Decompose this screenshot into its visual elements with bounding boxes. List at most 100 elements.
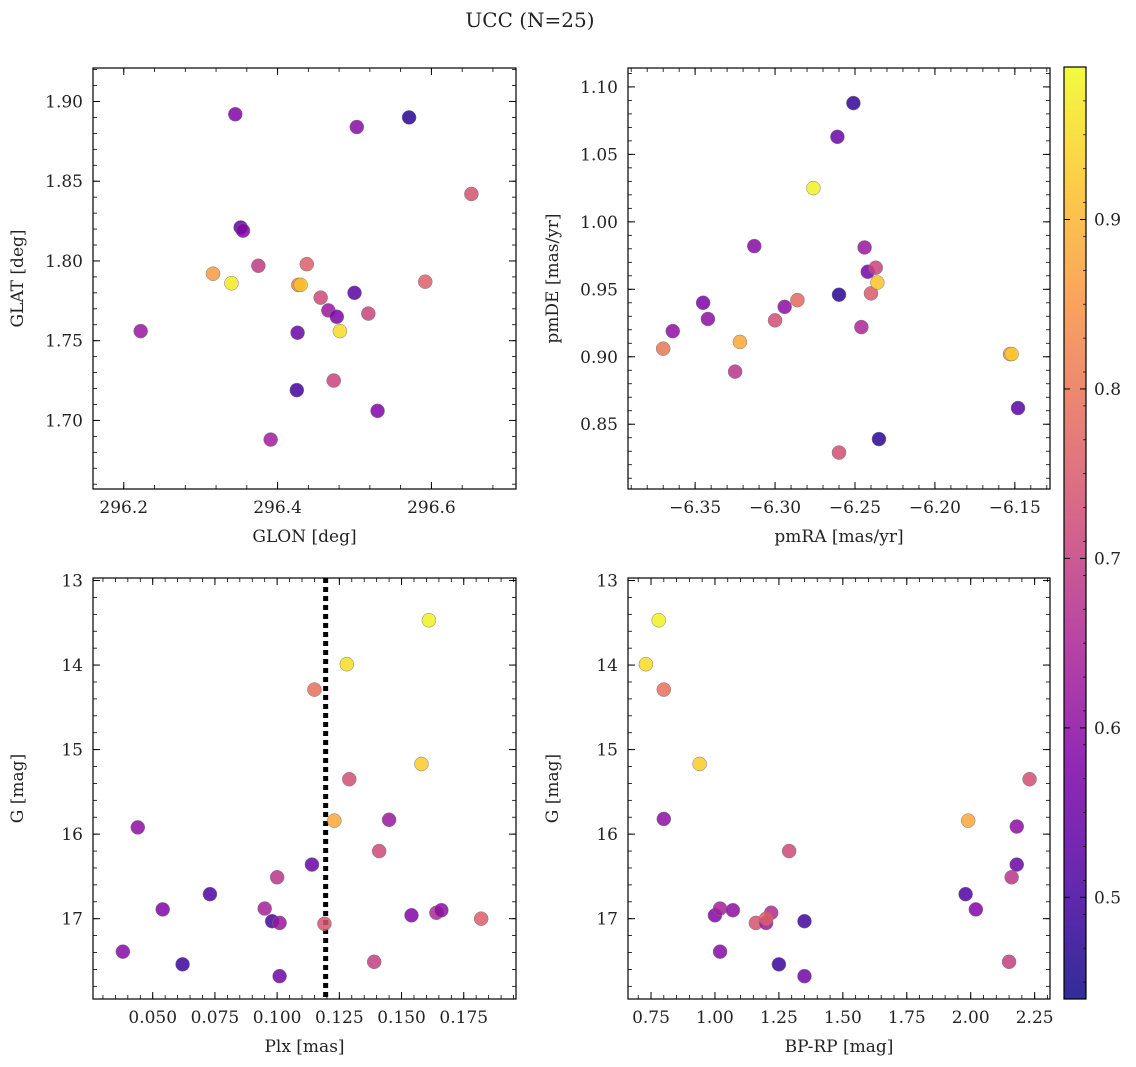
scatter-point <box>381 812 397 828</box>
scatter-point <box>790 292 805 308</box>
scatter-point <box>968 902 984 917</box>
scatter-point <box>370 403 385 419</box>
colorbar-tick-label: 0.6 <box>1094 719 1121 739</box>
scatter-point <box>692 756 707 772</box>
scatter-point <box>871 431 887 447</box>
scatter-point <box>235 223 251 238</box>
scatter-point <box>361 306 376 321</box>
scatter-point <box>251 258 266 273</box>
colorbar-tick-label: 0.5 <box>1094 888 1121 908</box>
scatter-point <box>205 266 221 281</box>
scatter-point <box>870 275 885 290</box>
scatter-point <box>332 323 348 339</box>
scatter-point <box>797 968 812 984</box>
y-tick-label: 1.05 <box>580 145 618 165</box>
scatter-point <box>329 309 345 325</box>
x-tick-label: 296.6 <box>407 498 456 518</box>
scatter-point <box>727 364 743 379</box>
y-tick-label: 1.75 <box>45 332 83 352</box>
scatter-point <box>326 373 341 388</box>
x-tick-label: 0.075 <box>191 1008 240 1028</box>
x-tick-label: 296.4 <box>253 498 302 518</box>
panel-3: 0.050 0.075 0.100 0.125 0.150 0.175 13 14 15 16 17… <box>8 572 517 1057</box>
scatter-point <box>414 756 429 772</box>
scatter-point <box>349 119 365 135</box>
scatter-point <box>115 944 131 959</box>
scatter-point <box>771 957 787 972</box>
scatter-point <box>404 908 419 923</box>
scatter-point <box>1004 870 1019 885</box>
scatter-point <box>725 902 741 918</box>
scatter-point <box>830 129 845 145</box>
scatter-point <box>732 334 748 350</box>
panel-4: 0.75 1.00 1.25 1.50 1.75 2.00 2.25 13 14 15 16 17 BP… <box>543 572 1054 1057</box>
colorbar-gradient <box>1063 66 1087 1000</box>
scatter-point <box>347 285 362 301</box>
scatter-point <box>269 870 285 885</box>
scatter-point <box>1022 771 1037 787</box>
scatter-point <box>806 180 821 196</box>
scatter-point <box>202 886 218 902</box>
y-tick-label: 15 <box>61 741 83 761</box>
y-tick-label: 1.85 <box>45 172 83 192</box>
plot-frame <box>92 67 517 490</box>
x-tick-label: 0.175 <box>439 1008 488 1028</box>
scatter-point <box>1009 857 1025 872</box>
plot-frame <box>92 577 517 1000</box>
scatter-point <box>958 886 973 902</box>
y-tick-label: 14 <box>61 656 83 676</box>
panel-2: −6.35 −6.30 −6.25 −6.20 −6.15 0.85 0.90 0.95 1.0… <box>543 67 1051 547</box>
scatter-point <box>651 613 666 628</box>
scatter-point <box>655 341 671 356</box>
y-tick-label: 1.90 <box>45 92 83 112</box>
y-tick-label: 0.90 <box>580 348 618 368</box>
scatter-point <box>712 944 728 959</box>
scatter-point <box>665 323 681 339</box>
x-tick-label: 296.2 <box>99 498 148 518</box>
scatter-point <box>868 260 884 275</box>
y-tick-label: 13 <box>596 572 618 592</box>
scatter-point <box>327 813 342 828</box>
scatter-point <box>1001 954 1017 970</box>
scatter-point <box>228 106 243 122</box>
x-axis-label: Plx [mas] <box>264 1037 344 1057</box>
x-tick-label: −6.35 <box>669 498 721 518</box>
scatter-point <box>857 240 872 255</box>
x-tick-label: 1.25 <box>760 1008 798 1028</box>
scatter-point <box>342 771 357 787</box>
scatter-point <box>175 957 190 972</box>
scatter-point <box>781 843 797 859</box>
scatter-point <box>656 811 672 827</box>
x-tick-label: 2.25 <box>1016 1008 1054 1028</box>
y-axis-label: G [mag] <box>8 754 28 823</box>
scatter-point <box>401 110 417 125</box>
scatter-point <box>473 911 489 926</box>
scatter-point <box>339 656 355 672</box>
colorbar-tick-label: 0.7 <box>1094 549 1121 569</box>
scatter-point <box>307 682 322 697</box>
scatter-point <box>831 445 847 460</box>
colorbar-tick-label: 0.8 <box>1094 380 1121 400</box>
y-tick-label: 15 <box>596 741 618 761</box>
y-tick-label: 13 <box>61 572 83 592</box>
scatter-point <box>767 313 783 328</box>
scatter-point <box>434 902 449 918</box>
x-tick-label: 0.050 <box>128 1008 177 1028</box>
scatter-point <box>290 325 305 340</box>
scatter-point <box>656 682 672 697</box>
x-axis-label: BP-RP [mag] <box>785 1037 894 1057</box>
scatter-point <box>846 95 861 111</box>
x-tick-label: 0.150 <box>377 1008 426 1028</box>
scatter-point <box>695 295 711 311</box>
scatter-point <box>777 299 792 315</box>
y-tick-label: 1.10 <box>580 78 618 98</box>
scatter-point <box>371 843 387 859</box>
y-tick-label: 16 <box>61 825 83 845</box>
y-axis-label: pmDE [mas/yr] <box>543 213 563 343</box>
y-axis-label: G [mag] <box>543 754 563 823</box>
x-tick-label: 0.125 <box>315 1008 364 1028</box>
scatter-point <box>224 276 239 291</box>
scatter-point <box>712 901 728 916</box>
x-tick-label: 1.75 <box>888 1008 926 1028</box>
